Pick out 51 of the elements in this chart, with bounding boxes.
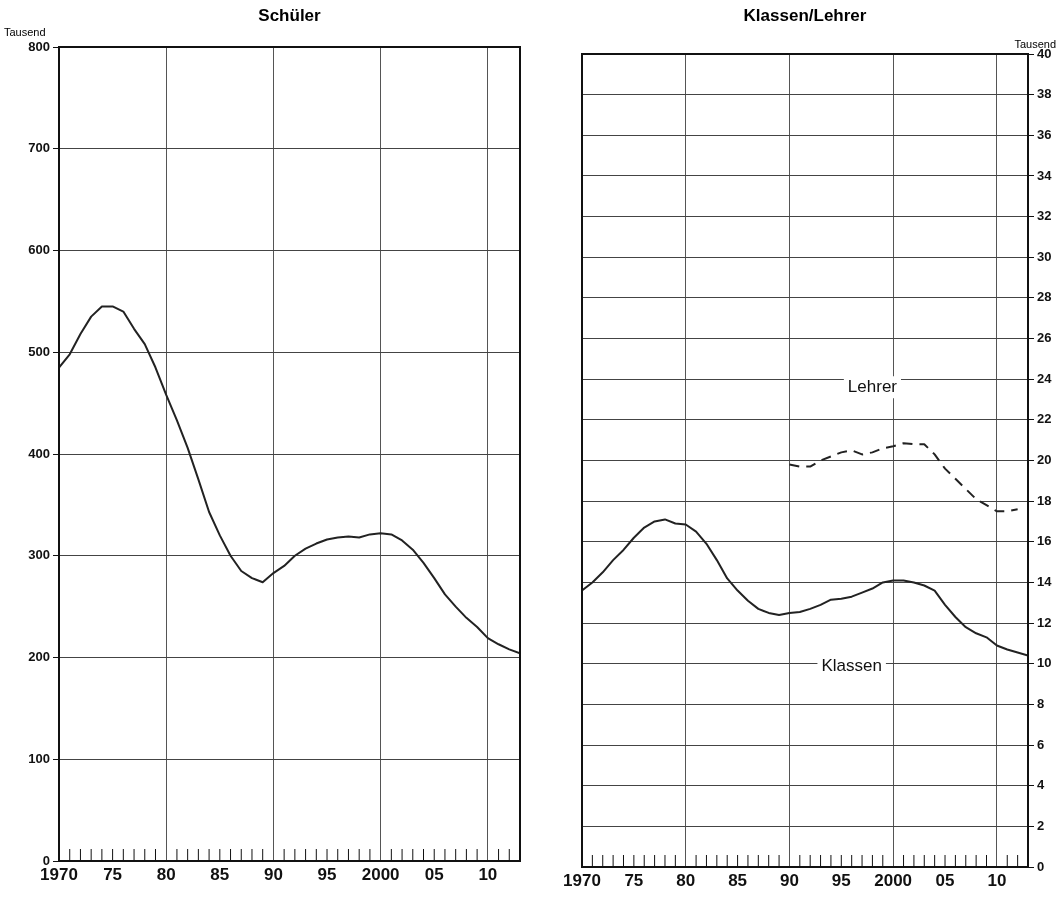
x-tick-label: 85 [728, 870, 748, 890]
x-tick-label: 90 [263, 864, 283, 884]
y2-tick-label: 26 [1037, 330, 1052, 346]
y2-tick-label: 0 [1037, 858, 1045, 874]
y-tick-label: 400 [28, 445, 50, 461]
x-tick-label: 75 [103, 864, 123, 884]
text: Lehrer [847, 377, 898, 397]
y-tick-label: 100 [28, 750, 50, 766]
x-tick-label: 80 [676, 870, 696, 890]
x-tick-label: 2000 [874, 870, 913, 890]
y-tick-label: 500 [28, 343, 50, 359]
chart-title: Schüler [258, 6, 321, 26]
chart-title: Klassen/Lehrer [743, 6, 867, 26]
x-tick-label: 90 [779, 870, 799, 890]
x-tick-label: 95 [831, 870, 851, 890]
x-tick-label: 05 [935, 870, 955, 890]
y2-tick-label: 18 [1037, 492, 1052, 508]
y2-tick-label: 6 [1037, 736, 1045, 752]
y2-tick-label: 32 [1037, 208, 1052, 224]
text: Klassen [821, 656, 882, 676]
y2-tick-label: 28 [1037, 289, 1052, 305]
y2-tick-label: 30 [1037, 248, 1052, 264]
y2-tick-label: 34 [1037, 167, 1053, 183]
y-tick-label: 700 [28, 140, 50, 156]
y2-tick-label: 12 [1037, 614, 1052, 630]
line-series [788, 442, 1019, 513]
y2-tick-label: 36 [1037, 126, 1052, 142]
y2-tick-label: 38 [1037, 86, 1052, 102]
y2-tick-label: 16 [1037, 533, 1052, 549]
y-tick-label: 800 [28, 38, 50, 54]
x-tick-label: 2000 [361, 864, 400, 884]
y2-tick-label: 14 [1037, 574, 1053, 590]
x-tick-label: 10 [478, 864, 498, 884]
x-tick-label: 85 [210, 864, 230, 884]
y2-tick-label: 2 [1037, 817, 1045, 833]
x-tick-label: 1970 [563, 870, 601, 890]
y2-tick-label: 22 [1037, 411, 1052, 427]
x-tick-label: 95 [317, 864, 337, 884]
x-tick-label: 05 [424, 864, 444, 884]
y-tick-label: 200 [28, 649, 50, 665]
y2-tick-label: 24 [1037, 370, 1053, 386]
y2-tick-label: 10 [1037, 655, 1052, 671]
y-axis-title: Tausend [4, 26, 46, 38]
y-tick-label: 300 [28, 547, 50, 563]
x-tick-label: 75 [624, 870, 644, 890]
y2-tick-label: 4 [1037, 777, 1045, 793]
x-tick-label: 10 [987, 870, 1007, 890]
x-tick-label: 80 [156, 864, 176, 884]
y2-tick-label: 20 [1037, 452, 1052, 468]
y-tick-label: 600 [28, 242, 50, 258]
y2-tick-label: 8 [1037, 695, 1045, 711]
